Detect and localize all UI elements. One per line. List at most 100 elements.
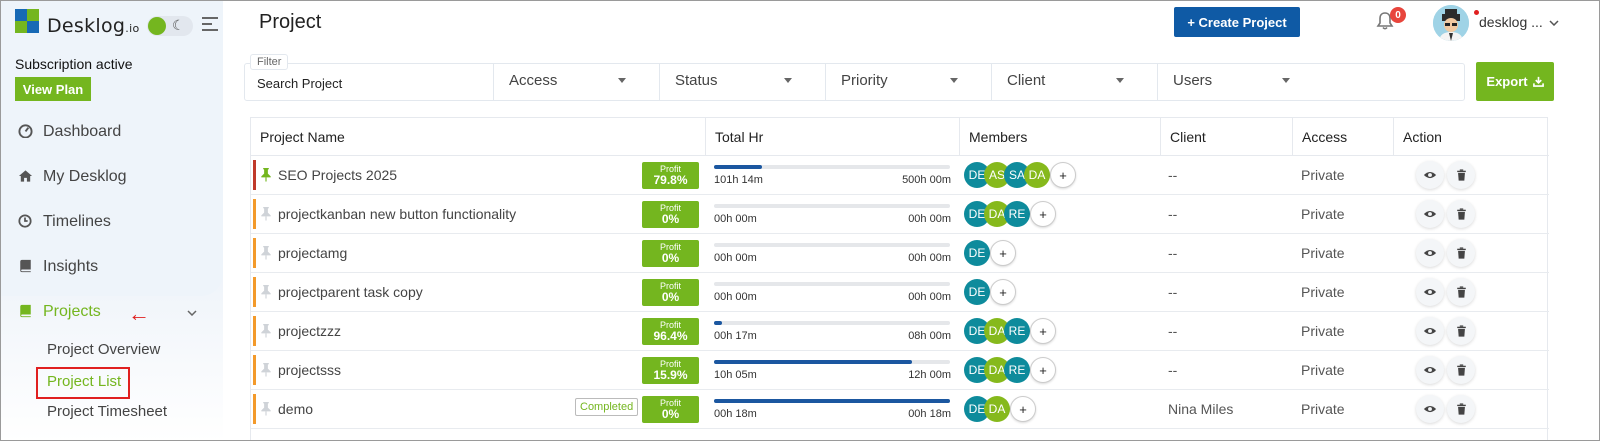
export-button[interactable]: Export xyxy=(1476,62,1554,101)
member-avatar[interactable]: DA xyxy=(984,396,1010,422)
delete-button[interactable] xyxy=(1447,200,1475,228)
status-select[interactable]: Status xyxy=(659,63,825,101)
table-row[interactable]: demo Completed Profit 0% 00h 18m 00h 18m DE DA +… xyxy=(251,390,1549,429)
view-button[interactable] xyxy=(1416,278,1444,306)
view-button[interactable] xyxy=(1416,356,1444,384)
member-avatar[interactable]: RE xyxy=(1004,357,1030,383)
member-avatar[interactable]: DE xyxy=(964,240,990,266)
hours-total: 00h 00m xyxy=(908,291,951,303)
sidebar-item-insights[interactable]: Insights xyxy=(17,258,98,276)
delete-button[interactable] xyxy=(1447,278,1475,306)
member-avatar[interactable]: RE xyxy=(1004,318,1030,344)
view-button[interactable] xyxy=(1416,239,1444,267)
bell-icon[interactable] xyxy=(1376,11,1398,35)
add-member-button[interactable]: + xyxy=(1030,357,1056,383)
add-member-button[interactable]: + xyxy=(1050,162,1076,188)
table-row[interactable]: SEO Projects 2025 Profit 79.8% 101h 14m 500h… xyxy=(251,156,1549,195)
row-status-bar xyxy=(253,199,256,229)
sidebar-item-projects[interactable]: Projects xyxy=(17,303,101,321)
view-plan-button[interactable]: View Plan xyxy=(15,77,91,101)
project-name-link[interactable]: projectsss xyxy=(278,362,342,378)
users-select[interactable]: Users xyxy=(1157,63,1323,101)
member-avatar[interactable]: DE xyxy=(964,279,990,305)
pin-icon[interactable] xyxy=(260,323,274,339)
profit-badge: Profit 15.9% xyxy=(642,357,699,384)
hours-progress-bar xyxy=(714,360,950,364)
project-name-link[interactable]: projectkanban new button functionality xyxy=(278,206,517,222)
profit-label: Profit xyxy=(659,320,681,330)
sidebar-item-timelines[interactable]: Timelines xyxy=(17,213,111,231)
pin-icon[interactable] xyxy=(260,206,274,222)
table-row[interactable]: projectkanban new button functionality Pr… xyxy=(251,195,1549,234)
avatar[interactable] xyxy=(1433,5,1469,41)
search-input[interactable] xyxy=(257,73,487,93)
access-select[interactable]: Access xyxy=(493,63,659,101)
add-member-button[interactable]: + xyxy=(1030,318,1056,344)
subnav-project-overview[interactable]: Project Overview xyxy=(47,341,161,358)
add-member-button[interactable]: + xyxy=(990,279,1016,305)
theme-toggle[interactable]: ☾ xyxy=(147,16,193,36)
hours-spent: 00h 18m xyxy=(714,408,757,420)
client-select[interactable]: Client xyxy=(991,63,1157,101)
add-member-button[interactable]: + xyxy=(1030,201,1056,227)
user-name[interactable]: desklog ... xyxy=(1479,14,1543,30)
delete-button[interactable] xyxy=(1447,395,1475,423)
subnav-project-list[interactable]: Project List xyxy=(47,373,122,390)
table-row[interactable]: projectamg Profit 0% 00h 00m 00h 00m DE + -- Pri… xyxy=(251,234,1549,273)
project-name-link[interactable]: projectzzz xyxy=(278,323,342,339)
sidebar: Desklog.io ☾ Subscription active View Pl… xyxy=(1,1,223,440)
priority-select[interactable]: Priority xyxy=(825,63,991,101)
table-row[interactable]: projectparent task copy Profit 0% 00h 00m 00… xyxy=(251,273,1549,312)
menu-collapse-icon[interactable] xyxy=(202,17,218,35)
hours-progress-bar xyxy=(714,282,950,286)
filter-legend: Filter xyxy=(250,54,289,70)
logo-text: Desklog.io xyxy=(47,15,140,37)
notification-badge: 0 xyxy=(1390,7,1406,23)
delete-button[interactable] xyxy=(1447,356,1475,384)
delete-button[interactable] xyxy=(1447,161,1475,189)
pin-icon[interactable] xyxy=(260,401,274,417)
profit-value: 0% xyxy=(661,407,680,421)
chevron-down-icon[interactable] xyxy=(187,305,197,319)
table-row[interactable]: projectsss Profit 15.9% 10h 05m 12h 00m DE DA R… xyxy=(251,351,1549,390)
row-status-bar xyxy=(253,238,256,268)
delete-button[interactable] xyxy=(1447,317,1475,345)
hours-spent: 10h 05m xyxy=(714,369,757,381)
profit-label: Profit xyxy=(659,281,681,291)
create-project-button[interactable]: + Create Project xyxy=(1174,7,1300,37)
pin-icon[interactable] xyxy=(260,245,274,261)
logo[interactable]: Desklog.io xyxy=(15,9,139,37)
moon-icon: ☾ xyxy=(172,17,185,33)
client-select-label: Client xyxy=(1007,72,1046,89)
pin-icon[interactable] xyxy=(260,167,274,183)
subnav-project-timesheet[interactable]: Project Timesheet xyxy=(47,403,168,420)
trash-icon xyxy=(1456,286,1466,298)
delete-button[interactable] xyxy=(1447,239,1475,267)
view-button[interactable] xyxy=(1416,200,1444,228)
pin-icon[interactable] xyxy=(260,284,274,300)
view-button[interactable] xyxy=(1416,161,1444,189)
view-button[interactable] xyxy=(1416,317,1444,345)
profit-label: Profit xyxy=(659,242,681,252)
project-name-link[interactable]: projectparent task copy xyxy=(278,284,423,300)
export-label: Export xyxy=(1486,74,1528,89)
member-avatar[interactable]: DA xyxy=(1024,162,1050,188)
sidebar-item-my-desklog[interactable]: My Desklog xyxy=(17,168,127,186)
hours-total: 00h 00m xyxy=(908,213,951,225)
chevron-down-icon[interactable] xyxy=(1549,17,1559,29)
add-member-button[interactable]: + xyxy=(990,240,1016,266)
project-name-link[interactable]: demo xyxy=(278,401,314,417)
subscription-status: Subscription active xyxy=(15,56,133,72)
sidebar-item-dashboard[interactable]: Dashboard xyxy=(17,123,121,141)
view-button[interactable] xyxy=(1416,395,1444,423)
client-name: -- xyxy=(1168,206,1178,222)
profit-badge: Profit 0% xyxy=(642,279,699,306)
project-name-link[interactable]: SEO Projects 2025 xyxy=(278,167,398,183)
column-header-project-name: Project Name xyxy=(251,118,706,155)
table-row[interactable]: projectzzz Profit 96.4% 00h 17m 08h 00m DE DA R… xyxy=(251,312,1549,351)
project-name-link[interactable]: projectamg xyxy=(278,245,348,261)
logo-mark-icon xyxy=(15,9,43,37)
member-avatar[interactable]: RE xyxy=(1004,201,1030,227)
pin-icon[interactable] xyxy=(260,362,274,378)
add-member-button[interactable]: + xyxy=(1010,396,1036,422)
